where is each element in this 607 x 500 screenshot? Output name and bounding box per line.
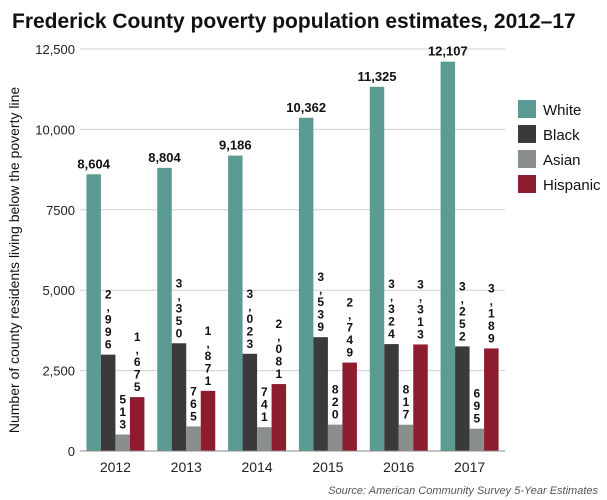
data-label: 12,107 [428, 44, 468, 59]
y-tick-label: 12,500 [35, 42, 75, 57]
y-tick-label: 5,000 [42, 283, 75, 298]
bar-hispanic-2014 [271, 384, 287, 451]
data-label: 9,186 [219, 138, 252, 153]
data-label: 10,362 [286, 100, 326, 115]
bar-asian-2014 [257, 427, 272, 451]
y-tick-label: 7500 [46, 203, 75, 218]
data-label: 11,325 [357, 69, 396, 84]
x-tick-label: 2013 [171, 459, 202, 475]
bar-hispanic-2013 [200, 390, 216, 451]
bar-asian-2013 [186, 426, 201, 451]
bar-black-2014 [242, 353, 258, 451]
x-axis-ticks: 2012 2013 2014 2015 2016 2017 [100, 459, 486, 475]
bar-white-2017 [440, 61, 456, 451]
bar-hispanic-2017 [484, 348, 499, 451]
bar-white-2013 [157, 167, 172, 452]
bar-asian-2015 [327, 424, 343, 451]
bar-white-2012 [86, 174, 101, 452]
data-labels: 8,604 2, 9 9 6 5 1 3 1, 6 7 5 8,804 3, 3 5 0 7 6 5 1, 8 7 1 9,18… [77, 44, 495, 432]
bar-white-2014 [228, 155, 243, 451]
chart-title: Frederick County poverty population esti… [12, 10, 576, 33]
legend-label-hispanic: Hispanic [543, 177, 601, 194]
legend-label-black: Black [543, 127, 580, 144]
x-tick-label: 2012 [100, 459, 131, 475]
bar-asian-2016 [398, 424, 414, 451]
y-tick-label: 2,500 [42, 364, 75, 379]
bar-black-2012 [100, 354, 116, 451]
source-note: Source: American Community Survey 5-Year… [328, 485, 598, 497]
bar-asian-2017 [469, 428, 485, 451]
x-tick-label: 2017 [454, 459, 485, 475]
bar-hispanic-2012 [129, 397, 145, 451]
y-axis-label: Number of county residents living below … [6, 87, 22, 434]
y-tick-label: 0 [68, 444, 75, 459]
legend-swatch-white [518, 100, 536, 118]
legend-label-white: White [543, 102, 581, 119]
bar-black-2017 [455, 346, 470, 451]
bar-black-2013 [171, 343, 187, 451]
x-tick-label: 2014 [242, 459, 273, 475]
legend-swatch-asian [518, 150, 536, 168]
bar-asian-2012 [115, 434, 130, 451]
bar-white-2015 [298, 117, 314, 451]
x-tick-label: 2015 [312, 459, 343, 475]
legend: White Black Asian Hispanic [518, 100, 601, 194]
bar-black-2016 [384, 344, 399, 451]
legend-label-asian: Asian [543, 152, 581, 169]
bar-black-2015 [313, 337, 328, 451]
grid-lines [80, 48, 505, 372]
bar-hispanic-2016 [413, 344, 428, 451]
bar-white-2016 [369, 86, 385, 452]
y-tick-label: 10,000 [35, 122, 75, 137]
bar-hispanic-2015 [342, 362, 357, 451]
bars [86, 61, 499, 452]
legend-swatch-black [518, 125, 536, 143]
y-axis-ticks: 0 2,500 5,000 7500 10,000 12,500 [35, 42, 75, 459]
data-label: 8,604 [77, 156, 110, 171]
x-tick-label: 2016 [383, 459, 414, 475]
data-label: 8,804 [148, 150, 181, 165]
legend-swatch-hispanic [518, 175, 536, 193]
